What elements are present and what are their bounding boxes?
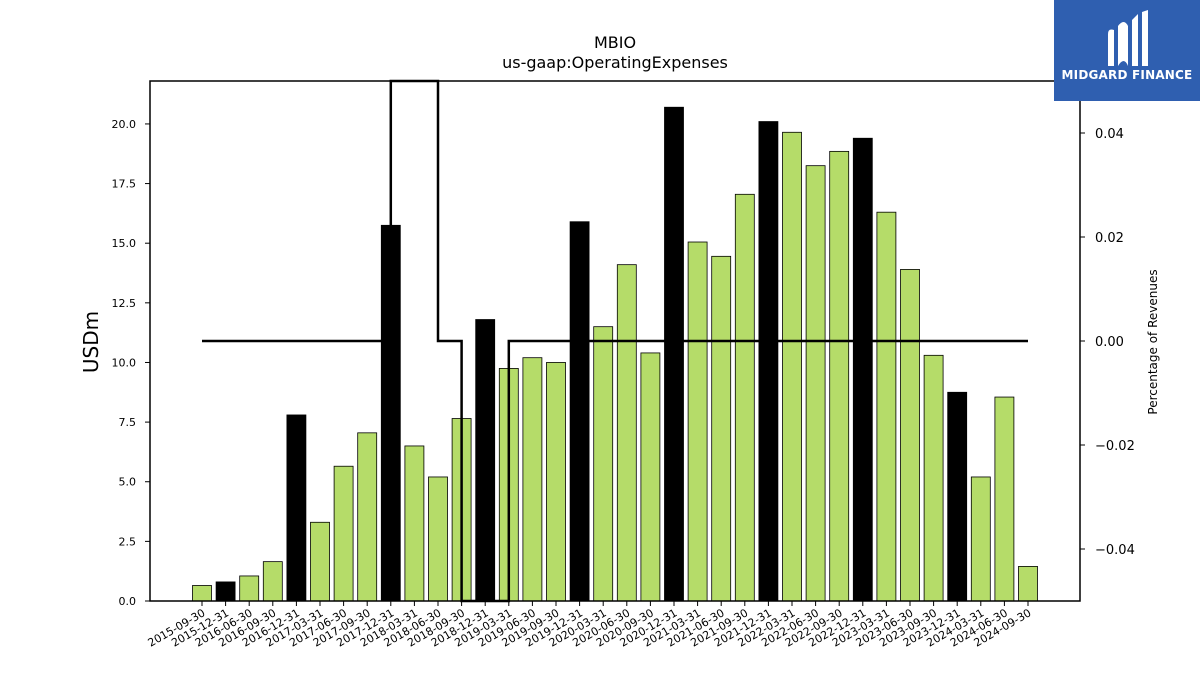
bar-2020-03-31 <box>593 326 614 602</box>
logo-text: MIDGARD FINANCE <box>1061 68 1193 82</box>
bar-2016-12-31 <box>286 414 307 602</box>
bar-2015-12-31 <box>215 581 236 602</box>
bar-2017-03-31 <box>310 521 330 602</box>
bar-2020-09-30 <box>640 352 661 602</box>
bar-2018-03-31 <box>404 445 425 602</box>
plot-frame <box>149 80 1081 602</box>
bar-2019-09-30 <box>546 362 566 602</box>
y-tick-label: 17.5 <box>112 178 137 191</box>
y-axis-label: USDm <box>79 311 103 373</box>
bar-2023-03-31 <box>876 211 897 602</box>
midgard-finance-logo: MIDGARD FINANCE <box>1054 0 1200 101</box>
bar-2022-09-30 <box>829 150 850 602</box>
bar-2016-06-30 <box>239 575 260 602</box>
y-tick-label: 10.0 <box>112 356 137 369</box>
y-tick-label: 20.0 <box>112 118 137 131</box>
bar-2019-06-30 <box>522 357 543 602</box>
x-axis-ticks: 2015-09-302015-12-312016-06-302016-09-30… <box>146 601 1034 650</box>
bar-2021-06-30 <box>711 255 732 602</box>
y-tick-label: 15.0 <box>112 237 137 250</box>
bar-2023-12-31 <box>947 391 968 602</box>
y-tick-label: 5.0 <box>119 476 137 489</box>
y-tick-label: 2.5 <box>119 535 137 548</box>
bar-2016-09-30 <box>262 561 283 602</box>
bar-2022-12-31 <box>852 137 873 602</box>
ratio-line <box>202 79 1028 603</box>
logo-mark-icon <box>1108 10 1148 66</box>
bar-2020-12-31 <box>664 106 684 602</box>
bar-2023-09-30 <box>923 354 944 602</box>
bar-2017-06-30 <box>333 465 354 602</box>
y-tick-label: 7.5 <box>119 416 137 429</box>
bar-2020-06-30 <box>616 264 637 602</box>
bar-2021-03-31 <box>687 241 708 602</box>
y2-tick-label: −0.02 <box>1095 439 1135 454</box>
y2-tick-label: −0.04 <box>1095 543 1135 558</box>
bar-2024-06-30 <box>994 396 1015 602</box>
bar-2021-09-30 <box>734 193 755 602</box>
bar-2019-12-31 <box>569 221 590 602</box>
bar-2017-09-30 <box>357 432 378 602</box>
y-axis-ticks: 0.0 2.5 5.0 7.5 10.0 12.5 15.0 17.5 20.0 <box>112 118 150 608</box>
bar-2018-06-30 <box>428 476 448 602</box>
y2-tick-label: 0.00 <box>1095 335 1124 350</box>
chart-subtitle: us-gaap:OperatingExpenses <box>502 53 728 72</box>
bar-2024-03-31 <box>970 476 991 602</box>
y2-tick-label: 0.04 <box>1095 127 1124 142</box>
bar-2024-09-30 <box>1018 566 1038 602</box>
bar-2022-06-30 <box>805 165 826 602</box>
bar-2023-06-30 <box>900 269 920 602</box>
bar-2015-09-30 <box>192 585 212 602</box>
bar-2018-12-31 <box>475 319 496 602</box>
bar-series <box>192 106 1038 602</box>
bar-2021-12-31 <box>758 121 779 602</box>
chart-title: MBIO <box>594 33 636 52</box>
y-tick-label: 0.0 <box>119 595 137 608</box>
y2-axis-ticks: −0.04 −0.02 0.00 0.02 0.04 <box>1080 127 1135 558</box>
y2-axis-label: Percentage of Revenues <box>1146 269 1160 414</box>
y-tick-label: 12.5 <box>112 297 137 310</box>
bar-2022-03-31 <box>782 131 802 602</box>
y2-tick-label: 0.02 <box>1095 231 1124 246</box>
